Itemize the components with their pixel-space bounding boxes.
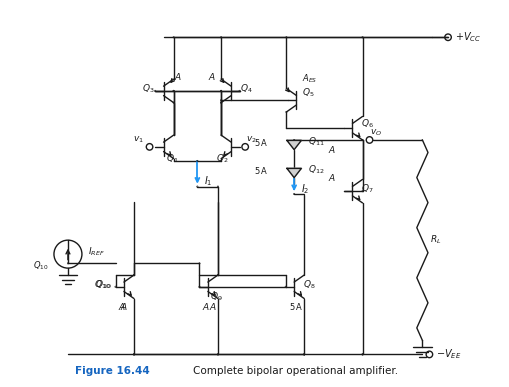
Text: $R_L$: $R_L$ (430, 234, 441, 247)
Text: $I_{REF}$: $I_{REF}$ (88, 245, 104, 258)
Text: $A$: $A$ (328, 144, 336, 155)
Text: $A$: $A$ (120, 301, 128, 312)
Text: $Q_7$: $Q_7$ (361, 183, 374, 195)
Text: $A$: $A$ (202, 301, 210, 312)
Text: $+V_{CC}$: $+V_{CC}$ (455, 30, 482, 44)
Text: $v_1$: $v_1$ (133, 135, 144, 145)
Text: $I_1$: $I_1$ (204, 174, 213, 188)
Text: $Q_4$: $Q_4$ (240, 82, 252, 95)
Text: $5\,\mathrm{A}$: $5\,\mathrm{A}$ (254, 165, 268, 176)
Circle shape (199, 286, 200, 287)
Text: $I_2$: $I_2$ (301, 182, 309, 196)
Text: Complete bipolar operational amplifier.: Complete bipolar operational amplifier. (193, 366, 398, 376)
Text: $5\,\mathrm{A}$: $5\,\mathrm{A}$ (254, 137, 268, 148)
Circle shape (199, 263, 200, 264)
Text: $Q_{10}$: $Q_{10}$ (94, 278, 110, 291)
Circle shape (115, 286, 116, 287)
Text: Figure 16.44: Figure 16.44 (75, 366, 149, 376)
Text: $A$: $A$ (328, 172, 336, 183)
Text: $Q_5$: $Q_5$ (302, 87, 315, 99)
Text: $Q_1$: $Q_1$ (166, 152, 179, 165)
Text: $5\,\mathrm{A}$: $5\,\mathrm{A}$ (289, 301, 304, 312)
Polygon shape (287, 140, 301, 150)
Text: $Q_2$: $Q_2$ (216, 152, 229, 165)
Text: $A$: $A$ (209, 301, 217, 312)
Text: $v_2$: $v_2$ (246, 135, 257, 145)
Text: $Q_{12}$: $Q_{12}$ (308, 164, 325, 176)
Polygon shape (287, 168, 301, 178)
Text: $A_{ES}$: $A_{ES}$ (302, 73, 318, 86)
Circle shape (362, 37, 363, 38)
Text: $v_O$: $v_O$ (371, 128, 383, 138)
Text: $Q_8$: $Q_8$ (302, 278, 315, 291)
Text: $Q_3$: $Q_3$ (142, 82, 155, 95)
Text: $Q_9$: $Q_9$ (210, 291, 223, 303)
Circle shape (286, 37, 287, 38)
Text: $A$: $A$ (118, 301, 126, 312)
Text: $Q_{11}$: $Q_{11}$ (308, 136, 325, 149)
Text: $-V_{EE}$: $-V_{EE}$ (436, 348, 462, 361)
Text: $Q_{10}$: $Q_{10}$ (33, 260, 48, 272)
Text: $Q_6$: $Q_6$ (361, 117, 374, 130)
Circle shape (362, 191, 363, 192)
Text: $Q_{10}$: $Q_{10}$ (96, 278, 112, 291)
Text: $A$: $A$ (174, 71, 182, 82)
Text: $A$: $A$ (208, 71, 216, 82)
